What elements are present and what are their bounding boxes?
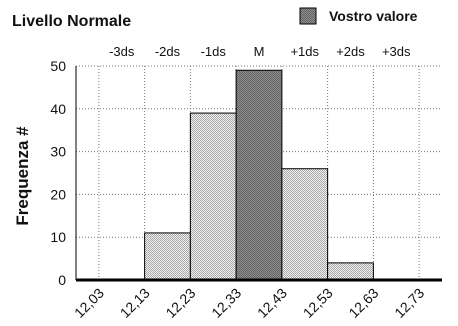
sd-label: -1ds [201, 44, 227, 59]
sd-labels: -3ds -2ds -1ds M +1ds +2ds +3ds [109, 44, 411, 59]
y-tick-label: 40 [50, 101, 66, 117]
sd-label: +2ds [336, 44, 365, 59]
y-tick-label: 10 [50, 229, 66, 245]
sd-label: -2ds [155, 44, 181, 59]
sd-label: M [254, 44, 265, 59]
y-tick-label: 50 [50, 58, 66, 74]
y-tick-label: 30 [50, 144, 66, 160]
y-axis-label: Frequenza # [13, 126, 32, 226]
sd-label: +1ds [290, 44, 319, 59]
bar [189, 112, 237, 281]
x-tick-label: 12,73 [391, 285, 427, 321]
x-tick-label: 12,13 [117, 285, 153, 321]
chart-title: Livello Normale [12, 13, 131, 30]
x-tick-label: 12,03 [71, 285, 107, 321]
bars [144, 69, 374, 281]
x-tick-label: 12,43 [254, 285, 290, 321]
y-tick-label: 0 [58, 272, 66, 288]
x-tick-labels: 12,03 12,13 12,23 12,33 12,43 12,53 12,63 12,73 [71, 285, 427, 321]
y-tick-label: 20 [50, 186, 66, 202]
legend-label: Vostro valore [329, 8, 418, 24]
legend-swatch [299, 7, 317, 25]
bar [144, 232, 191, 281]
x-tick-label: 12,23 [162, 285, 198, 321]
x-tick-label: 12,33 [208, 285, 244, 321]
y-tick-labels: 0 10 20 30 40 50 [50, 58, 66, 288]
sd-label: +3ds [382, 44, 411, 59]
bar-highlight [235, 69, 283, 281]
sd-label: -3ds [109, 44, 135, 59]
bar [327, 262, 374, 281]
x-tick-label: 12,63 [345, 285, 381, 321]
bar [281, 168, 329, 281]
axes [75, 66, 442, 282]
legend: Vostro valore [299, 7, 418, 25]
x-tick-label: 12,53 [300, 285, 336, 321]
